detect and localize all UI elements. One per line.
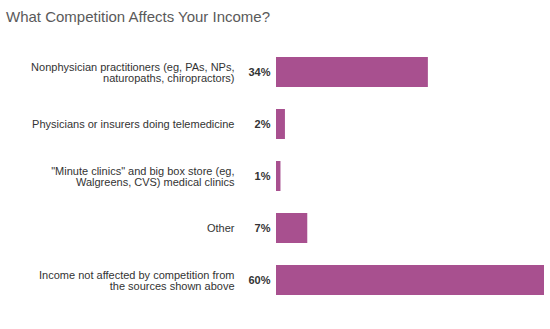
svg-text:Income not affected by competi: Income not affected by competition fromt… bbox=[39, 269, 234, 292]
svg-text:Physicians or insurers doing t: Physicians or insurers doing telemedicin… bbox=[32, 118, 234, 130]
svg-text:2%: 2% bbox=[255, 118, 271, 130]
svg-text:Other: Other bbox=[207, 222, 235, 234]
svg-text:1%: 1% bbox=[255, 170, 271, 182]
svg-text:7%: 7% bbox=[255, 222, 271, 234]
html-text:What Competition Affects Your: What Competition Affects Your Income? bbox=[6, 8, 270, 25]
svg-text:Nonphysician practitioners (eg: Nonphysician practitioners (eg, PAs, NPs… bbox=[31, 61, 234, 84]
svg-text:"Minute clinics" and big box s: "Minute clinics" and big box store (eg,W… bbox=[51, 165, 235, 188]
svg-text:60%: 60% bbox=[248, 274, 270, 286]
svg-text:34%: 34% bbox=[248, 66, 270, 78]
